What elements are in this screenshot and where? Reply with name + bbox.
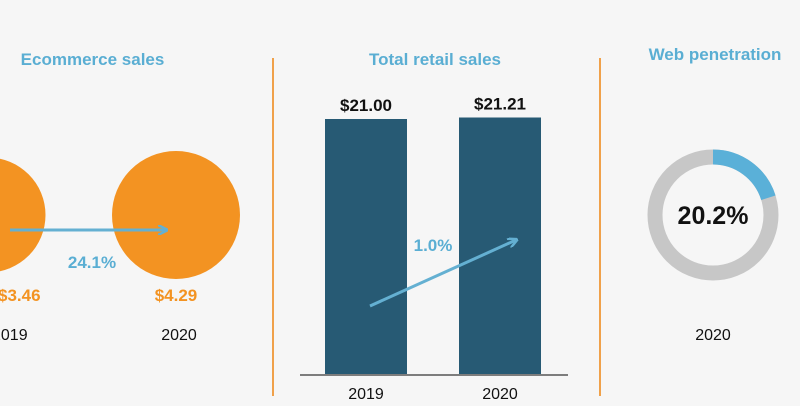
retail-year-2019: 2019 xyxy=(348,386,384,403)
web-year-2020: 2020 xyxy=(695,327,731,344)
retail-year-2020: 2020 xyxy=(482,386,518,403)
web-title: Web penetration xyxy=(648,45,782,64)
ecommerce-bubble-2020 xyxy=(112,151,240,279)
ecommerce-year-2020: 2020 xyxy=(161,327,197,344)
divider-right xyxy=(599,58,601,396)
divider-left xyxy=(272,58,274,396)
retail-bar-2019 xyxy=(325,119,407,374)
ecommerce-title: Ecommerce sales xyxy=(20,50,165,69)
ecommerce-value-2019: $3.46 xyxy=(0,286,41,305)
donut-slice-web-share xyxy=(712,149,776,201)
retail-growth-arrow xyxy=(369,240,516,308)
retail-value-label-2019: $21.00 xyxy=(340,96,392,115)
donut-center-value: 20.2% xyxy=(678,202,749,230)
ecommerce-bubble-2019 xyxy=(0,158,46,272)
retail-value-label-2020: $21.21 xyxy=(474,95,526,114)
retail-growth-label: 1.0% xyxy=(414,236,453,255)
ecommerce-value-2020: $4.29 xyxy=(155,286,198,305)
ecommerce-year-2019: 2019 xyxy=(0,327,28,344)
ecommerce-growth-label: 24.1% xyxy=(68,253,116,272)
retail-title: Total retail sales xyxy=(369,50,501,69)
